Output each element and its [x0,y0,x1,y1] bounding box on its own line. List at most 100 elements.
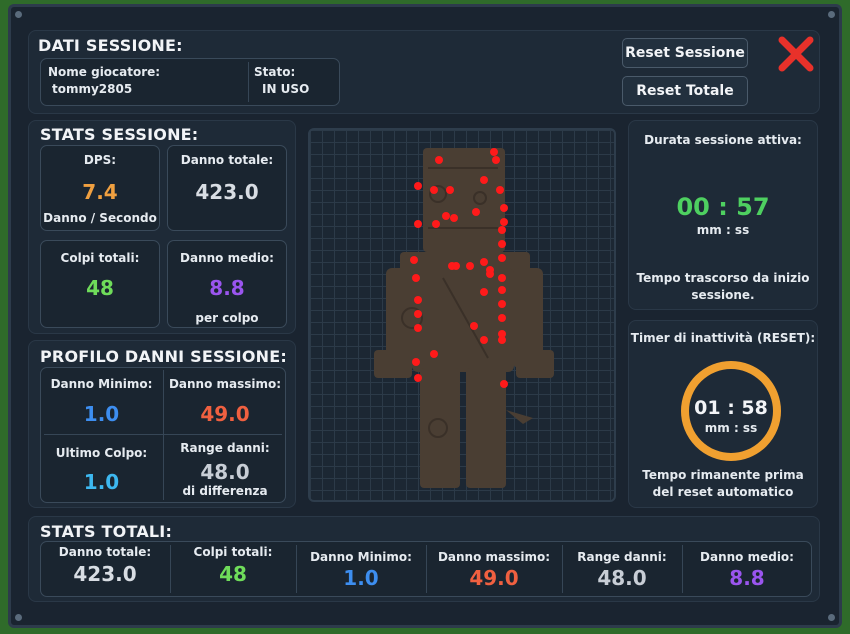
divider [248,62,249,102]
range-sub: di differenza [182,484,268,498]
hits-card [40,240,160,328]
hit-marker [498,226,506,234]
divider [296,545,297,593]
hit-marker [472,208,480,216]
hit-marker [492,156,500,164]
hit-marker [466,262,474,270]
divider [562,545,563,593]
player-info-box [40,58,340,106]
hit-marker [496,186,504,194]
duration-desc: Tempo trascorso da inizio sessione. [636,271,810,302]
totals-hits-value: 48 [219,562,247,586]
hit-marker [412,358,420,366]
totals-title: STATS TOTALI: [40,522,173,541]
range-label: Range danni: [180,441,270,455]
hit-marker [430,186,438,194]
min-label: Danno Minimo: [50,377,153,391]
hit-marker [498,300,506,308]
reset-total-button[interactable]: Reset Totale [622,76,748,106]
max-label: Danno massimo: [168,377,282,391]
hit-marker [435,156,443,164]
hit-marker [446,186,454,194]
hit-marker [414,324,422,332]
rivet-icon [828,11,835,18]
dps-sub: Danno / Secondo [43,211,157,225]
total-damage-card [167,145,287,231]
hit-marker [452,262,460,270]
player-value: tommy2805 [52,82,133,96]
totals-damage-value: 423.0 [73,562,137,586]
inactivity-panel [628,320,818,508]
hit-marker [412,274,420,282]
hit-marker [490,148,498,156]
inactivity-ring [681,361,781,461]
hit-marker [414,310,422,318]
hit-marker [498,336,506,344]
total-damage-label: Danno totale: [180,153,274,167]
hit-marker [410,256,418,264]
hit-marker [430,350,438,358]
hit-marker [498,314,506,322]
inactivity-label: Timer di inattività (RESET): [630,331,816,345]
hit-marker [498,330,506,338]
dps-label: DPS: [83,153,117,167]
hit-marker [442,212,450,220]
hit-marker [470,322,478,330]
hit-marker [480,176,488,184]
reset-session-button[interactable]: Reset Sessione [622,38,748,68]
min-value: 1.0 [83,402,120,426]
totals-min-label: Danno Minimo: [310,550,412,564]
hit-marker [500,380,508,388]
state-value: IN USO [262,82,310,96]
stats-session-title: STATS SESSIONE: [40,125,199,144]
duration-time: 00 : 57 [676,193,770,221]
totals-range-value: 48.0 [597,566,647,590]
max-value: 49.0 [200,402,250,426]
hit-marker [498,286,506,294]
rivet-icon [15,11,22,18]
hit-marker [414,182,422,190]
player-label: Nome giocatore: [48,65,161,79]
duration-panel [628,120,818,310]
avg-value: 8.8 [209,276,245,300]
avg-label: Danno medio: [180,251,274,265]
divider [170,545,171,593]
hit-marker [480,258,488,266]
total-damage-value: 423.0 [195,180,259,204]
last-hit-value: 1.0 [83,470,120,494]
duration-label: Durata sessione attiva: [644,133,802,147]
rivet-icon [828,614,835,621]
divider [426,545,427,593]
duration-unit: mm : ss [696,223,750,237]
dps-card [40,145,160,231]
state-label: Stato: [254,65,296,79]
divider [44,434,282,435]
hit-marker [500,218,508,226]
totals-max-label: Danno massimo: [437,550,551,564]
totals-avg-label: Danno medio: [700,550,794,564]
hit-marker [500,204,508,212]
hits-value: 48 [86,276,114,300]
hit-marker [498,240,506,248]
hit-marker [498,274,506,282]
profile-title: PROFILO DANNI SESSIONE: [40,347,287,366]
avg-card [167,240,287,328]
divider [163,370,164,500]
hit-marker [432,220,440,228]
inactivity-time: 01 : 58 [694,397,768,419]
inactivity-unit: mm : ss [704,421,758,435]
avg-sub: per colpo [195,311,259,325]
hit-marker [486,270,494,278]
hit-marker [498,254,506,262]
totals-max-value: 49.0 [469,566,519,590]
totals-range-label: Range danni: [577,550,667,564]
hit-markers [410,148,508,388]
close-x-icon[interactable] [776,34,816,74]
hit-marker [480,336,488,344]
totals-hits-label: Colpi totali: [193,545,273,559]
divider [682,545,683,593]
last-hit-label: Ultimo Colpo: [55,446,148,460]
training-dummy-icon [374,148,554,488]
hit-marker [414,296,422,304]
totals-avg-value: 8.8 [729,566,765,590]
